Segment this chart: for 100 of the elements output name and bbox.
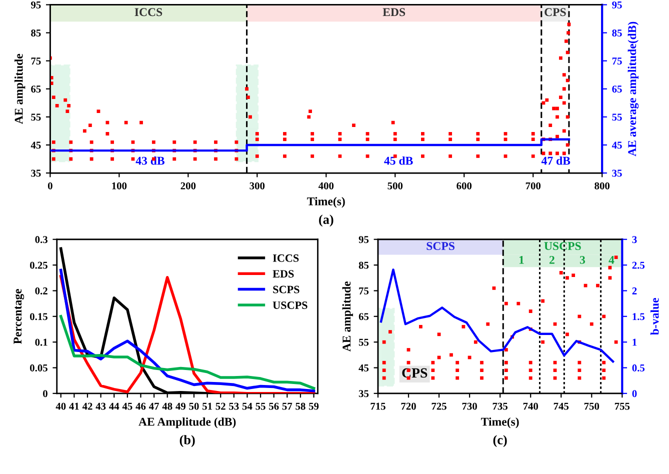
annotation: 47 dB	[541, 156, 570, 165]
y-tick-label: 0.05	[30, 364, 48, 372]
y-tick-label: 65	[358, 313, 369, 320]
x-tick-label: 49	[176, 402, 186, 410]
y-tick-label: 55	[358, 338, 369, 346]
y-axis-title: AE amplitude	[14, 54, 26, 124]
legend-label: SCPS	[273, 286, 300, 294]
text: (a)	[319, 214, 334, 227]
y2-tick-label: 75	[612, 58, 622, 65]
x-tick-label: 730	[462, 402, 477, 410]
x-tick-label: 56	[269, 402, 279, 410]
y2-tick-label: 1.5	[632, 313, 645, 320]
x-tick-label: 755	[614, 402, 630, 410]
x-tick-label: 750	[584, 402, 600, 410]
y2-axis-title: AE average amplitude(dB)	[628, 22, 639, 156]
x-tick-label: 720	[401, 402, 416, 410]
y2-tick-label: 35	[612, 170, 622, 177]
y-tick-label: 35	[31, 170, 41, 177]
y-tick-label: 85	[358, 262, 369, 269]
y2-tick-label: 2	[632, 287, 637, 294]
annotation: CPS	[402, 368, 428, 378]
x-tick-label: 300	[250, 182, 265, 190]
x-tick-label: 735	[492, 402, 508, 410]
y2-tick-label: 65	[612, 86, 622, 93]
x-tick-label: 57	[282, 402, 292, 410]
x-tick-label: 45	[122, 402, 132, 410]
band-label: EDS	[382, 8, 406, 16]
x-tick-label: 40	[56, 402, 66, 410]
y-tick-label: 35	[358, 390, 369, 398]
y-tick-label: 65	[31, 86, 41, 93]
y2-tick-label: 0.5	[632, 364, 645, 372]
y-tick-label: 75	[31, 58, 41, 65]
legend-label: USCPS	[272, 302, 308, 309]
y2-tick-label: 3	[632, 236, 637, 244]
y-tick-label: 55	[31, 114, 41, 121]
annotation: 45 dB	[384, 156, 413, 165]
x-tick-label: 58	[296, 402, 306, 410]
x-tick-label: 46	[136, 402, 146, 410]
y-tick-label: 95	[31, 1, 41, 8]
x-tick-label: 50	[189, 402, 199, 410]
x-tick-label: 400	[318, 182, 334, 190]
band-label: 2	[550, 256, 554, 264]
band-label: 4	[608, 256, 614, 264]
band-label: 3	[580, 256, 586, 264]
x-tick-label: 59	[308, 402, 319, 410]
x-tick-label: 54	[242, 402, 252, 410]
x-tick-label: 55	[256, 402, 266, 410]
y-axis-title: Percentage	[14, 288, 24, 344]
line-series	[380, 268, 614, 363]
line-series	[59, 315, 316, 390]
x-tick-label: 700	[526, 182, 541, 190]
legend-label: EDS	[272, 270, 294, 278]
x-tick-label: 745	[554, 402, 569, 410]
x-axis-title: Time(s)	[481, 417, 519, 428]
x-tick-label: 200	[180, 182, 196, 190]
y-tick-label: 95	[358, 236, 369, 244]
y-tick-label: 0.3	[35, 236, 48, 244]
y2-tick-label: 1	[632, 338, 637, 346]
x-tick-label: 51	[202, 402, 212, 410]
band-label: 1	[519, 256, 524, 264]
y-tick-label: 0.25	[30, 262, 48, 269]
y2-tick-label: 95	[612, 1, 622, 8]
x-tick-label: 41	[69, 402, 79, 410]
x-tick-label: 47	[148, 402, 159, 410]
x-tick-label: 100	[112, 182, 127, 190]
x-tick-label: 800	[594, 182, 610, 190]
x-tick-label: 500	[388, 182, 403, 190]
y2-tick-label: 0	[632, 390, 637, 398]
y2-axis-title: b-value	[650, 298, 659, 335]
x-tick-label: 725	[432, 402, 446, 410]
y-tick-label: 85	[31, 29, 41, 36]
y-tick-label: 75	[359, 288, 369, 294]
x-tick-label: 740	[523, 402, 538, 410]
band-label: CPS	[544, 8, 566, 16]
y-tick-label: 0.2	[35, 287, 48, 294]
y-axis-title: AE amplitude	[342, 281, 353, 352]
x-axis-title: AE Amplitude (dB)	[138, 417, 236, 428]
y2-tick-label: 45	[612, 142, 622, 149]
band-label: USCPS	[544, 242, 581, 250]
y2-tick-label: 55	[612, 114, 622, 121]
band-label: ICCS	[134, 8, 162, 16]
x-axis-title: Time(s)	[307, 197, 345, 208]
x-tick-label: 42	[82, 402, 92, 410]
band-label: SCPS	[426, 242, 454, 250]
x-tick-label: 0	[48, 182, 52, 190]
y2-tick-label: 85	[612, 29, 622, 36]
x-tick-label: 715	[370, 402, 386, 410]
y2-tick-label: 2.5	[632, 262, 645, 269]
x-tick-label: 44	[109, 402, 120, 410]
x-tick-label: 600	[456, 182, 472, 190]
x-tick-label: 43	[96, 402, 106, 410]
y-tick-label: 45	[358, 364, 369, 372]
x-tick-label: 52	[216, 402, 226, 410]
x-tick-label: 48	[162, 402, 172, 410]
y-tick-label: 0.15	[30, 313, 48, 320]
legend-label: ICCS	[272, 254, 299, 262]
x-tick-label: 53	[229, 402, 239, 410]
y-tick-label: 45	[30, 142, 41, 149]
y-tick-label: 0	[43, 390, 48, 398]
text: (b)	[180, 435, 195, 448]
